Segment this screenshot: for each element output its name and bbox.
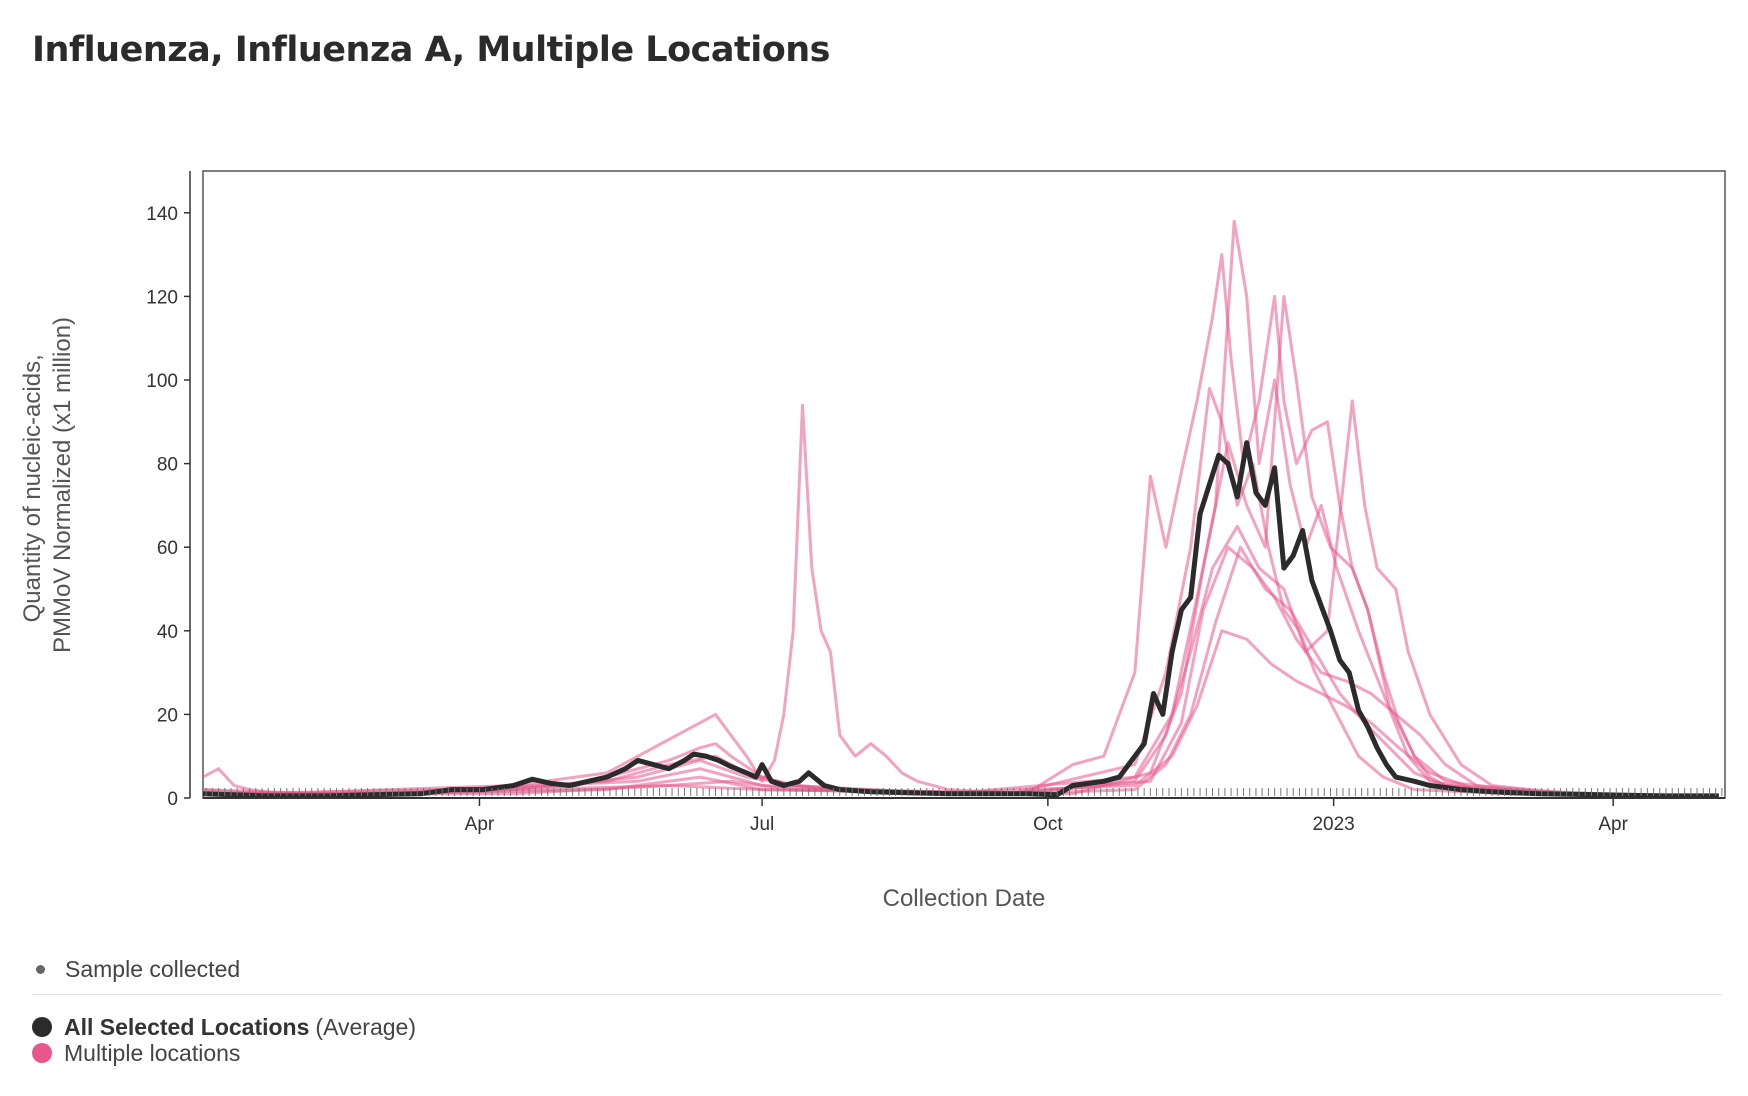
- y-tick-label: 20: [157, 705, 178, 726]
- y-tick-label: 100: [146, 371, 178, 392]
- legend: All Selected Locations (Average) Multipl…: [32, 1014, 416, 1066]
- plot-frame: [202, 170, 1726, 799]
- x-tick-label: Oct: [1033, 814, 1063, 835]
- average-dot-icon: [32, 1017, 52, 1037]
- x-axis-title: Collection Date: [883, 885, 1046, 912]
- x-axis-ticks: Apr Jul Oct 2023 Apr: [465, 798, 1629, 835]
- location-line-3[interactable]: [203, 219, 1719, 798]
- y-axis-title: Quantity of nucleic-acids, PMMoV Normali…: [19, 317, 76, 653]
- y-axis-title-line-1: Quantity of nucleic-acids,: [19, 354, 46, 622]
- legend-locations-label: Multiple locations: [64, 1039, 241, 1066]
- y-tick-label: 40: [157, 622, 178, 643]
- y-tick-label: 140: [146, 204, 178, 225]
- locations-dot-icon: [32, 1043, 52, 1063]
- y-tick-label: 120: [146, 287, 178, 308]
- location-line-7[interactable]: [203, 545, 1719, 798]
- sample-markers: [205, 788, 1723, 796]
- location-line-8[interactable]: [203, 545, 1719, 798]
- y-axis-ticks: 0 20 40 60 80 100 120 140: [146, 204, 190, 810]
- x-tick-label: Jul: [750, 814, 774, 835]
- sample-label: Sample collected: [65, 956, 241, 982]
- location-lines: [202, 219, 1719, 798]
- average-line[interactable]: [202, 440, 1719, 799]
- location-line-6[interactable]: [202, 629, 1719, 798]
- legend-sample: Sample collected: [36, 956, 240, 983]
- y-tick-label: 60: [157, 538, 178, 559]
- legend-divider: [32, 994, 1722, 995]
- y-tick-label: 80: [157, 455, 178, 476]
- y-axis-title-line-2: PMMoV Normalized (x1 million): [49, 317, 76, 653]
- location-line-4[interactable]: [202, 294, 1719, 798]
- chart-title: Influenza, Influenza A, Multiple Locatio…: [32, 30, 831, 70]
- legend-average-label: All Selected Locations: [64, 1013, 310, 1040]
- y-tick-label: 0: [167, 789, 178, 810]
- sample-dot-icon: [36, 965, 45, 974]
- legend-item-locations[interactable]: Multiple locations: [32, 1040, 416, 1066]
- x-tick-label: Apr: [465, 814, 495, 835]
- average-line-group: [202, 440, 1719, 799]
- location-line-1[interactable]: [202, 253, 1719, 798]
- x-tick-label: 2023: [1312, 814, 1354, 835]
- legend-average-suffix: (Average): [315, 1013, 416, 1040]
- location-line-2[interactable]: [202, 386, 1719, 798]
- x-tick-label: Apr: [1598, 814, 1628, 835]
- legend-item-average[interactable]: All Selected Locations (Average): [32, 1014, 416, 1040]
- location-line-5[interactable]: [203, 399, 1719, 798]
